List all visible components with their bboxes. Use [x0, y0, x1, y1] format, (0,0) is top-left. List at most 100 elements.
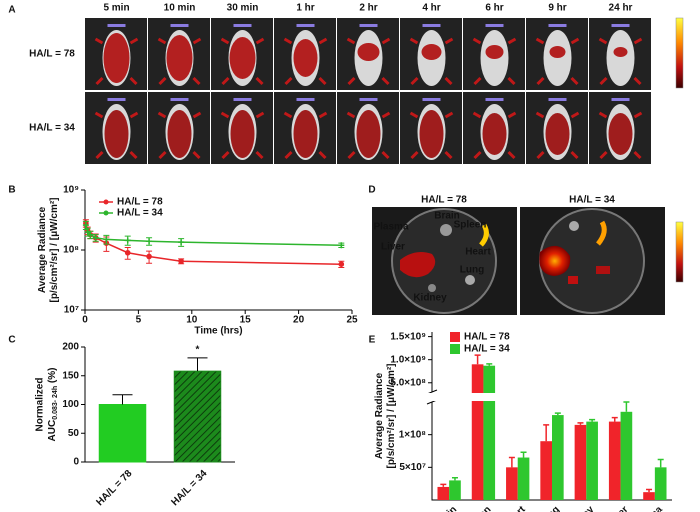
legend-swatch — [450, 332, 460, 342]
organ-label: Brain — [434, 211, 460, 222]
signal — [166, 35, 193, 81]
x-tick-label: Liver — [606, 504, 631, 512]
y-tick-label: 50 — [68, 428, 80, 439]
signal — [104, 110, 129, 158]
signal — [293, 110, 318, 158]
y-axis-label-line: Average Radiance — [374, 372, 385, 459]
signal — [608, 113, 633, 155]
liver — [400, 252, 436, 278]
ear-tag — [485, 24, 504, 27]
point — [338, 261, 345, 267]
y-axis-label-line: [p/s/cm²/sr] / [μW/cm²] — [49, 197, 60, 302]
legend-marker — [103, 199, 109, 205]
timepoint-label: 30 min — [227, 3, 259, 14]
point — [124, 249, 131, 256]
legs — [283, 37, 328, 86]
point — [87, 231, 94, 238]
mouse-body — [606, 30, 635, 86]
legs — [598, 111, 643, 160]
bar — [483, 365, 496, 500]
organ-label: Liver — [381, 242, 405, 253]
y-axis-label-line: Average Radiance — [37, 206, 48, 293]
ear-tag — [296, 98, 315, 101]
organ-label: Lung — [460, 265, 484, 276]
y-tick-label: 5.0×10⁸ — [390, 377, 426, 388]
ex-vivo-panel — [372, 207, 684, 315]
brain — [440, 224, 452, 236]
colorbar — [675, 17, 684, 89]
x-tick-label: 0 — [82, 315, 88, 326]
dish — [391, 208, 497, 314]
signal — [293, 39, 318, 77]
significance: * — [196, 345, 200, 356]
y-tick-label: 200 — [62, 342, 79, 353]
legs — [409, 111, 454, 160]
ear-tag — [359, 98, 378, 101]
ear-tag — [359, 24, 378, 27]
kidney-34 — [568, 276, 578, 284]
point — [146, 253, 152, 260]
panel-label: D — [368, 185, 375, 196]
legs — [94, 111, 139, 160]
ear-tag — [548, 24, 567, 27]
signal — [482, 113, 507, 155]
panel-label: C — [8, 335, 15, 346]
organ-label: Plasma — [373, 222, 408, 233]
y-axis-label-part: 0.083- 24h — [52, 386, 59, 420]
ear-tag — [170, 98, 189, 101]
y-axis-label: Average Radiance[p/s/cm²/sr] / [μW/cm²] — [37, 197, 60, 302]
point — [178, 258, 184, 265]
y-tick-label: 10⁹ — [63, 185, 79, 196]
bar — [608, 421, 621, 500]
signal — [357, 43, 380, 61]
legs — [598, 37, 643, 86]
signal — [356, 110, 381, 158]
heart — [479, 223, 489, 247]
ear-tag — [107, 24, 126, 27]
brain-34 — [569, 221, 579, 231]
ear-tag — [107, 98, 126, 101]
x-tick-label: 10 — [186, 315, 198, 326]
y-axis-label: Normalized — [35, 378, 46, 432]
error-bar — [486, 363, 493, 366]
error-bar — [589, 418, 596, 422]
signal — [485, 45, 504, 59]
error-bar — [451, 477, 458, 481]
point — [146, 238, 153, 245]
x-tick-label: 5 — [136, 315, 142, 326]
bar — [552, 415, 564, 500]
error-bar — [520, 451, 527, 458]
y-tick-label: 5×10⁷ — [399, 462, 426, 473]
bar — [517, 457, 530, 500]
organ-label: Heart — [465, 247, 491, 258]
lung-34 — [596, 266, 610, 274]
y-tick-label: 10⁷ — [64, 305, 79, 316]
y-axis-label-part: (%) — [47, 368, 58, 386]
legs — [472, 111, 517, 160]
panel-label: E — [369, 335, 376, 346]
legs — [409, 37, 454, 86]
panel-label: B — [8, 185, 15, 196]
error-bar — [577, 422, 584, 425]
point — [338, 242, 345, 249]
error-bar — [440, 483, 447, 487]
error-bar — [646, 488, 653, 493]
error-bar — [508, 456, 515, 468]
kidney — [428, 284, 436, 292]
y-tick-label: 1×10⁸ — [399, 429, 427, 440]
legs — [220, 111, 265, 160]
timepoint-label: 2 hr — [359, 3, 377, 14]
x-tick-label: HA/L = 78 — [94, 468, 134, 508]
timepoint-label: 10 min — [164, 3, 196, 14]
bar — [643, 492, 655, 500]
y-tick-label: 1.0×10⁹ — [390, 354, 426, 365]
bar — [654, 467, 667, 500]
point — [82, 222, 89, 229]
x-tick-label: Heart — [502, 504, 528, 512]
x-tick-label: 25 — [346, 315, 358, 326]
legend-swatch — [450, 344, 460, 354]
timepoint-label: 4 hr — [422, 3, 440, 14]
y-axis-label-part: AUC — [47, 420, 58, 442]
organ-label: Spleen — [454, 220, 487, 231]
signal — [230, 110, 255, 158]
